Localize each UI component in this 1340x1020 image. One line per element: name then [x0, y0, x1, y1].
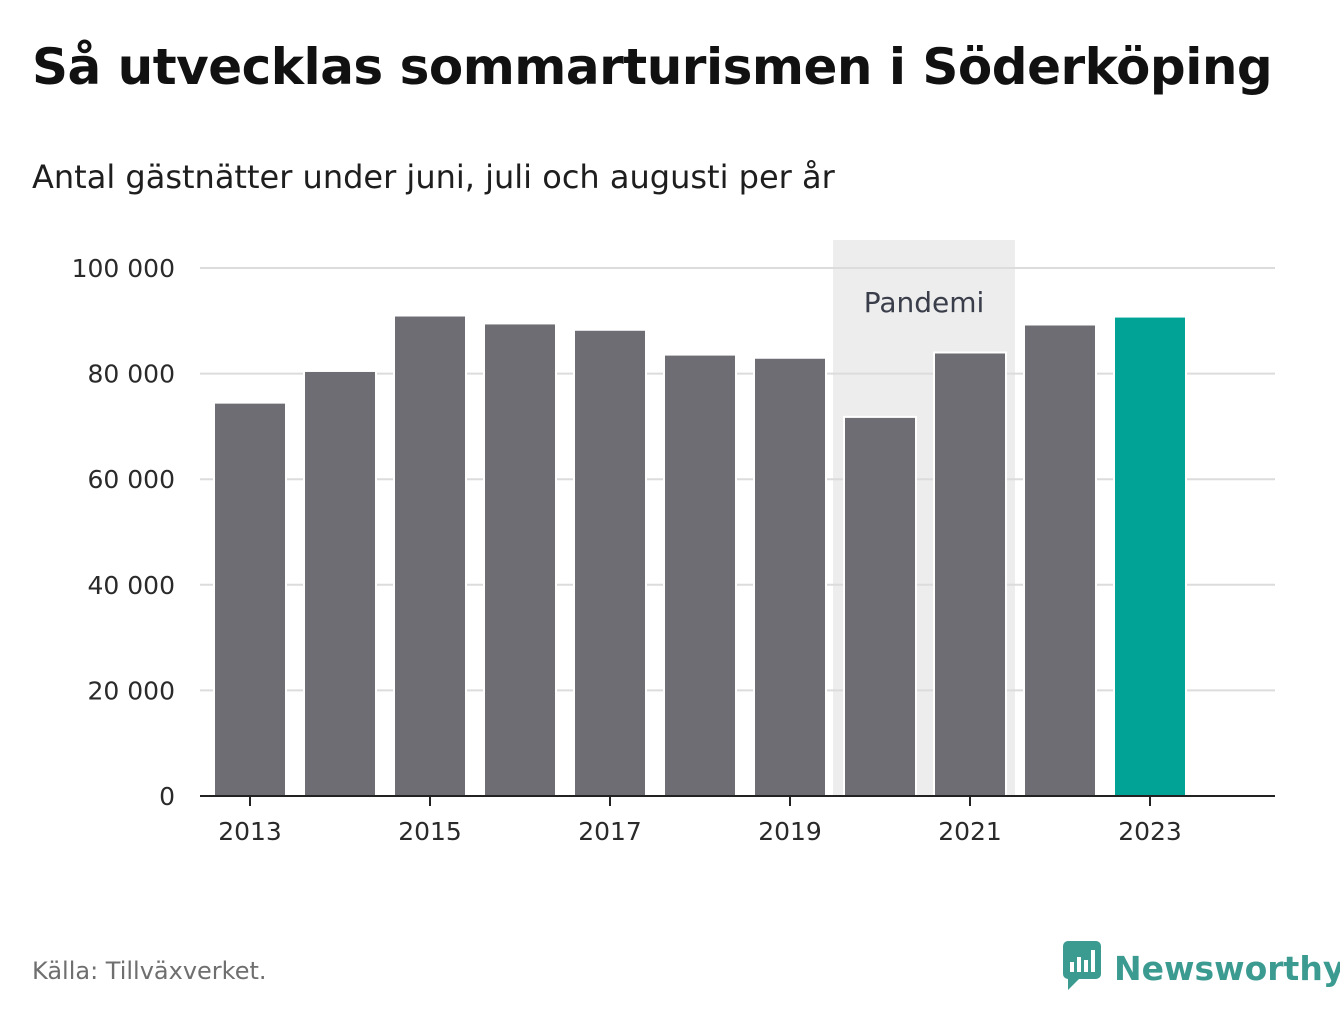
- x-tick-label: 2013: [218, 817, 282, 846]
- x-tick-label: 2021: [938, 817, 1002, 846]
- y-tick-label: 40 000: [88, 571, 175, 600]
- y-tick-label: 100 000: [72, 254, 175, 283]
- y-tick-label: 60 000: [88, 465, 175, 494]
- x-tick-label: 2015: [398, 817, 462, 846]
- bar-2022: [1023, 323, 1097, 797]
- bar-2019: [753, 356, 827, 797]
- bar-2018: [663, 353, 737, 797]
- grid-layer: 0 20 000 40 000 60 000 80 000 100 000: [72, 254, 1275, 811]
- bar-2016: [483, 322, 557, 797]
- newsworthy-logo-icon: [1062, 940, 1104, 996]
- chart-subtitle: Antal gästnätter under juni, juli och au…: [32, 158, 835, 196]
- x-tick-label: 2017: [578, 817, 642, 846]
- y-tick-label: 20 000: [88, 676, 175, 705]
- brand-name: Newsworthy: [1114, 948, 1340, 988]
- source-note: Källa: Tillväxverket.: [32, 957, 267, 985]
- bar-2020: [843, 415, 917, 797]
- chart-title: Så utvecklas sommarturismen i Söderköpin…: [32, 38, 1273, 96]
- y-tick-label: 80 000: [88, 360, 175, 389]
- annotation-label: Pandemi: [864, 286, 985, 319]
- bar-layer: [213, 314, 1187, 797]
- x-tick-label: 2019: [758, 817, 822, 846]
- bar-2013: [213, 401, 287, 797]
- bar-2023: [1113, 315, 1187, 797]
- bar-2015: [393, 314, 467, 797]
- y-tick-label: 0: [159, 782, 175, 811]
- bar-2017: [573, 328, 647, 797]
- bar-2021: [933, 351, 1007, 797]
- x-tick-label: 2023: [1118, 817, 1182, 846]
- bar-2014: [303, 369, 377, 797]
- brand-logo[interactable]: Newsworthy: [1062, 940, 1340, 996]
- axis-layer: 2013 2015 2017 2019 2021 2023: [200, 795, 1275, 846]
